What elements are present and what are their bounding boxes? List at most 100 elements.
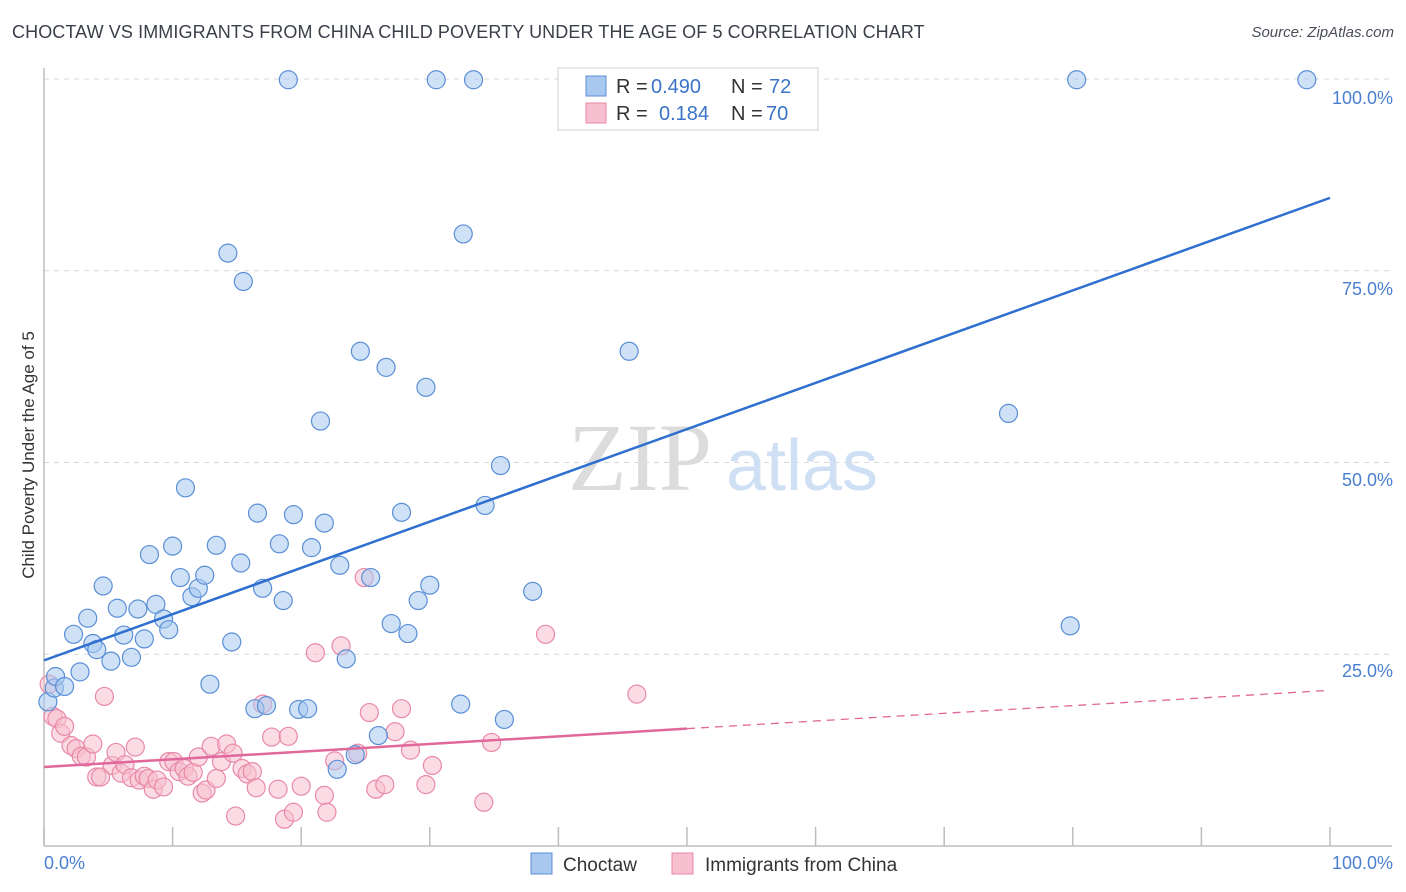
choctaw-point [54, 676, 75, 697]
choctaw-point [408, 590, 428, 611]
choctaw-point [301, 538, 322, 558]
y-axis-label: Child Poverty Under the Age of 5 [19, 331, 38, 579]
choctaw-trend-line [43, 196, 1331, 662]
china-point [268, 779, 288, 799]
x-ticks [43, 827, 1331, 846]
china-point [422, 755, 442, 776]
y-tick-25: 25.0% [1342, 661, 1393, 681]
china-point [90, 767, 111, 787]
legend-choctaw-n-label: N = [731, 76, 763, 98]
choctaw-point [200, 674, 220, 694]
legend-china-n-value: 70 [766, 103, 788, 125]
choctaw-point [391, 502, 412, 522]
bottom-legend-choctaw-label: Choctaw [563, 855, 637, 876]
china-point [54, 716, 75, 736]
legend-china-n-label: N = [731, 103, 763, 125]
china-point [627, 684, 647, 704]
choctaw-point [1297, 70, 1317, 90]
choctaw-point [101, 651, 121, 671]
legend-china-r-label: R = [616, 103, 648, 125]
choctaw-point [139, 544, 160, 565]
choctaw-point [336, 649, 356, 669]
legend-choctaw-swatch [585, 75, 607, 97]
choctaw-point [451, 694, 471, 714]
choctaw-point [163, 536, 183, 556]
china-points [39, 567, 647, 829]
grid [44, 78, 1392, 655]
china-point [153, 777, 174, 797]
choctaw-point [345, 745, 365, 765]
choctaw-point [416, 377, 436, 397]
choctaw-point [78, 608, 98, 628]
china-point [474, 792, 494, 812]
china-point [385, 722, 405, 742]
choctaw-point [463, 70, 484, 90]
y-tick-75: 75.0% [1342, 279, 1393, 299]
choctaw-point [361, 567, 381, 588]
choctaw-points [38, 70, 1317, 779]
china-point [375, 775, 395, 795]
china-point [83, 734, 103, 754]
choctaw-point [247, 503, 268, 523]
china-point [226, 806, 246, 826]
choctaw-point [330, 555, 350, 575]
choctaw-point [206, 535, 226, 555]
china-point [223, 743, 243, 763]
legend: R = 0.490 N = 72 R = 0.184 N = 70 [557, 67, 819, 131]
choctaw-point [273, 590, 293, 611]
choctaw-point [93, 576, 113, 596]
china-point [314, 785, 334, 805]
chart-title: CHOCTAW VS IMMIGRANTS FROM CHINA CHILD P… [12, 22, 925, 42]
choctaw-point [420, 575, 440, 595]
choctaw-point [175, 478, 196, 498]
choctaw-point [170, 567, 190, 588]
china-point [206, 768, 226, 789]
choctaw-point [70, 662, 90, 682]
choctaw-point [310, 411, 331, 431]
bottom-legend: Choctaw Immigrants from China [530, 852, 898, 876]
choctaw-point [1060, 616, 1080, 636]
choctaw-point [278, 70, 298, 90]
choctaw-point [128, 599, 148, 619]
choctaw-point [398, 623, 418, 644]
china-point [94, 686, 115, 707]
china-point [481, 732, 502, 753]
legend-choctaw-n-value: 72 [769, 76, 791, 98]
choctaw-point [222, 632, 242, 652]
china-point [278, 726, 298, 746]
choctaw-point [195, 565, 215, 585]
china-point [125, 737, 145, 757]
y-tick-100: 100.0% [1332, 88, 1393, 108]
choctaw-point [523, 581, 543, 601]
china-point [317, 802, 337, 822]
china-point [262, 727, 282, 747]
china-point [305, 643, 325, 663]
choctaw-point [998, 403, 1019, 424]
china-point [359, 702, 379, 723]
choctaw-point [256, 696, 277, 716]
choctaw-point [269, 534, 289, 554]
choctaw-point [350, 341, 370, 361]
watermark-atlas: atlas [726, 426, 878, 506]
choctaw-point [159, 620, 179, 640]
choctaw-point [327, 759, 347, 779]
choctaw-point [426, 70, 446, 90]
choctaw-point [368, 725, 388, 746]
choctaw-point [619, 341, 639, 361]
y-tick-labels: 25.0% 50.0% 75.0% 100.0% [1332, 88, 1393, 681]
choctaw-point [233, 271, 253, 292]
choctaw-point [381, 613, 401, 634]
choctaw-point [107, 598, 127, 618]
china-trend-line-extension [686, 689, 1331, 730]
china-point [242, 762, 262, 782]
x-tick-0: 0.0% [44, 853, 85, 873]
choctaw-point [1067, 70, 1087, 90]
choctaw-point [314, 513, 334, 533]
china-point [283, 802, 304, 822]
china-point [291, 776, 311, 796]
china-point [246, 778, 266, 798]
legend-china-swatch [585, 102, 607, 124]
china-trend-line [43, 727, 688, 769]
choctaw-point [231, 553, 251, 573]
